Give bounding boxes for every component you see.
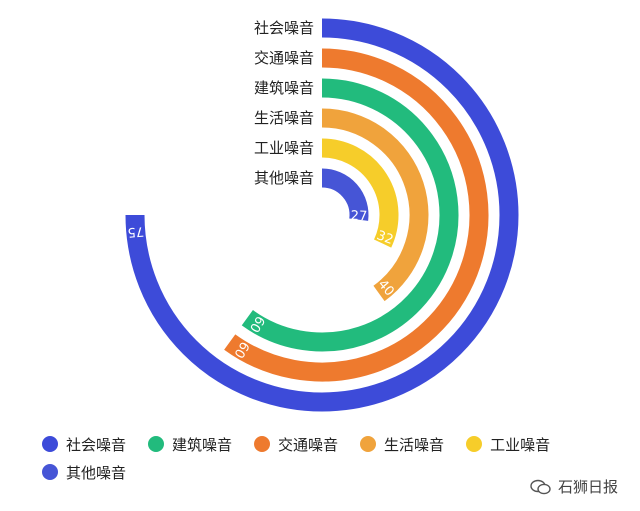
- legend-swatch: [360, 436, 377, 452]
- legend: 社会噪音 建筑噪音 交通噪音 生活噪音 工业噪音其他噪音: [42, 430, 622, 486]
- wechat-icon: [530, 479, 551, 494]
- category-label: 工业噪音: [254, 139, 314, 157]
- bar-建筑噪音: [241, 78, 459, 352]
- legend-swatch: [42, 436, 58, 452]
- legend-item[interactable]: 交通噪音: [254, 430, 338, 458]
- legend-swatch: [466, 436, 483, 452]
- legend-label: 生活噪音: [384, 435, 445, 454]
- value-label: 75: [127, 223, 145, 239]
- value-label: 60: [246, 313, 267, 335]
- legend-item[interactable]: 工业噪音: [466, 430, 550, 458]
- legend-swatch: [42, 464, 58, 480]
- bar-其他噪音: [321, 168, 369, 221]
- legend-item[interactable]: 建筑噪音: [148, 430, 232, 458]
- legend-item[interactable]: 其他噪音: [42, 458, 126, 486]
- legend-item[interactable]: 社会噪音: [42, 430, 126, 458]
- watermark-text: 石狮日报: [557, 478, 618, 496]
- watermark: 石狮日报: [530, 476, 618, 497]
- bar-生活噪音: [321, 108, 429, 302]
- category-label: 社会噪音: [254, 19, 314, 37]
- value-label: 60: [230, 339, 251, 361]
- category-label: 交通噪音: [254, 49, 314, 67]
- bar-社会噪音: [125, 18, 519, 412]
- category-label: 生活噪音: [254, 109, 314, 127]
- legend-item[interactable]: 生活噪音: [360, 430, 444, 458]
- legend-label: 交通噪音: [278, 435, 339, 454]
- legend-label: 社会噪音: [66, 435, 127, 454]
- value-label: 32: [375, 228, 396, 248]
- bar-工业噪音: [321, 138, 399, 248]
- legend-label: 工业噪音: [490, 435, 551, 454]
- category-label: 其他噪音: [254, 169, 314, 187]
- category-label: 建筑噪音: [254, 79, 314, 97]
- legend-swatch: [148, 436, 165, 452]
- legend-label: 建筑噪音: [172, 435, 233, 454]
- bar-交通噪音: [224, 48, 489, 382]
- legend-swatch: [254, 436, 271, 452]
- value-label: 27: [350, 209, 367, 225]
- legend-label: 其他噪音: [66, 463, 127, 482]
